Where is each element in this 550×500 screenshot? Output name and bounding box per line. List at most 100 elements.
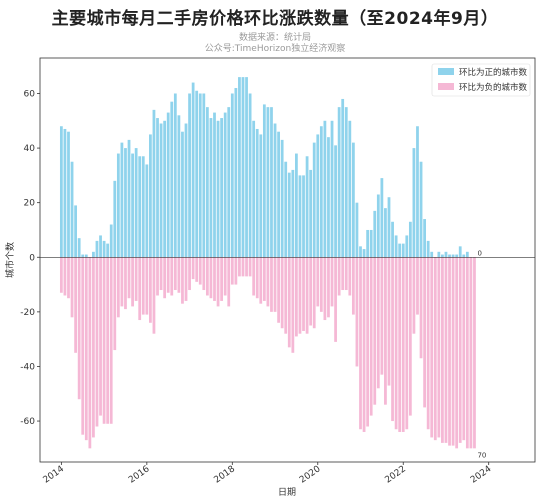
bar-positive (170, 101, 174, 258)
bar-negative (309, 257, 313, 326)
bar-positive (405, 235, 409, 258)
bar-negative (173, 257, 177, 291)
bar-negative (437, 257, 441, 438)
bar-negative (298, 257, 302, 334)
bar-negative (59, 257, 63, 293)
bar-positive (113, 180, 117, 258)
bar-negative (195, 257, 199, 282)
bar-negative (391, 257, 394, 422)
bar-positive (291, 169, 295, 258)
bar-positive (205, 107, 209, 258)
y-tick-label: -60 (20, 417, 35, 427)
bar-negative (95, 257, 99, 427)
bar-negative (455, 257, 459, 449)
bar-negative (312, 257, 316, 329)
bar-positive (124, 148, 127, 258)
bar-negative (405, 257, 409, 430)
source-subtitle: 数据来源：统计局 (238, 33, 311, 43)
bar-negative (305, 257, 309, 334)
bar-negative (348, 257, 352, 296)
bar-negative (401, 257, 405, 432)
bar-positive (159, 123, 163, 258)
bar-negative (149, 257, 152, 323)
legend-label-negative: 环比为负的城市数 (459, 82, 528, 93)
bar-negative (255, 257, 259, 299)
y-axis-label: 城市个数 (4, 242, 16, 278)
bar-positive (223, 112, 227, 258)
bar-positive (391, 221, 394, 258)
bar-positive (302, 175, 305, 258)
bar-positive (116, 153, 120, 258)
bar-positive (437, 251, 441, 258)
bar-positive (202, 93, 206, 258)
bar-negative (291, 257, 295, 353)
bar-negative (465, 257, 469, 449)
bar-negative (109, 257, 113, 424)
bar-negative (145, 257, 149, 315)
bar-negative (259, 257, 263, 304)
bar-positive (380, 178, 384, 258)
bar-positive (198, 93, 202, 258)
bar-negative (181, 257, 184, 304)
bar-positive (327, 137, 330, 258)
bar-positive (355, 202, 359, 258)
bar-negative (67, 257, 70, 299)
bar-negative (77, 257, 81, 400)
bar-negative (387, 257, 391, 386)
bar-negative (337, 257, 341, 296)
bar-negative (138, 257, 142, 321)
bar-positive (99, 235, 102, 258)
bar-negative (102, 257, 106, 424)
bar-negative (458, 257, 462, 443)
bar-negative (84, 257, 88, 441)
legend: 环比为正的城市数 环比为负的城市数 (431, 63, 531, 97)
bar-negative (216, 257, 220, 307)
bar-positive (81, 254, 85, 258)
bar-positive (255, 128, 259, 258)
bar-negative (248, 257, 252, 277)
bar-negative (433, 257, 437, 441)
bar-positive (92, 251, 95, 258)
bar-positive (277, 131, 280, 258)
bar-negative (419, 257, 423, 359)
bar-positive (245, 77, 248, 258)
bar-positive (416, 126, 419, 258)
bar-positive (309, 169, 313, 258)
y-tick-label: -20 (20, 308, 35, 318)
bar-negative (394, 257, 398, 430)
bar-negative (202, 257, 206, 291)
bar-positive (458, 246, 462, 258)
bar-negative (116, 257, 120, 318)
bar-negative (241, 257, 245, 277)
bar-negative (384, 257, 387, 405)
bar-negative (444, 257, 448, 443)
bar-negative (188, 257, 191, 291)
bar-positive (262, 104, 266, 258)
x-tick-label: 2020 (298, 464, 323, 485)
bar-negative (238, 257, 241, 277)
bar-negative (408, 257, 412, 416)
bar-positive (462, 254, 466, 258)
bar-positive (63, 128, 67, 258)
bar-positive (426, 240, 430, 258)
bar-positive (195, 90, 199, 258)
bar-negative (198, 257, 202, 285)
bar-positive (213, 112, 216, 258)
bar-positive (252, 120, 256, 258)
bar-negative (209, 257, 213, 299)
legend-box (431, 63, 531, 97)
bar-positive (341, 98, 345, 258)
bar-positive (316, 134, 320, 258)
bar-negative (330, 257, 334, 307)
bar-negative (220, 257, 224, 301)
bar-positive (127, 139, 131, 258)
x-tick-label: 2014 (42, 464, 67, 485)
bar-positive (59, 126, 63, 258)
bar-negative (302, 257, 305, 331)
bar-positive (373, 210, 377, 258)
bar-positive (173, 93, 177, 258)
bar-negative (344, 257, 348, 291)
bar-negative (376, 257, 380, 389)
bar-negative (152, 257, 156, 334)
